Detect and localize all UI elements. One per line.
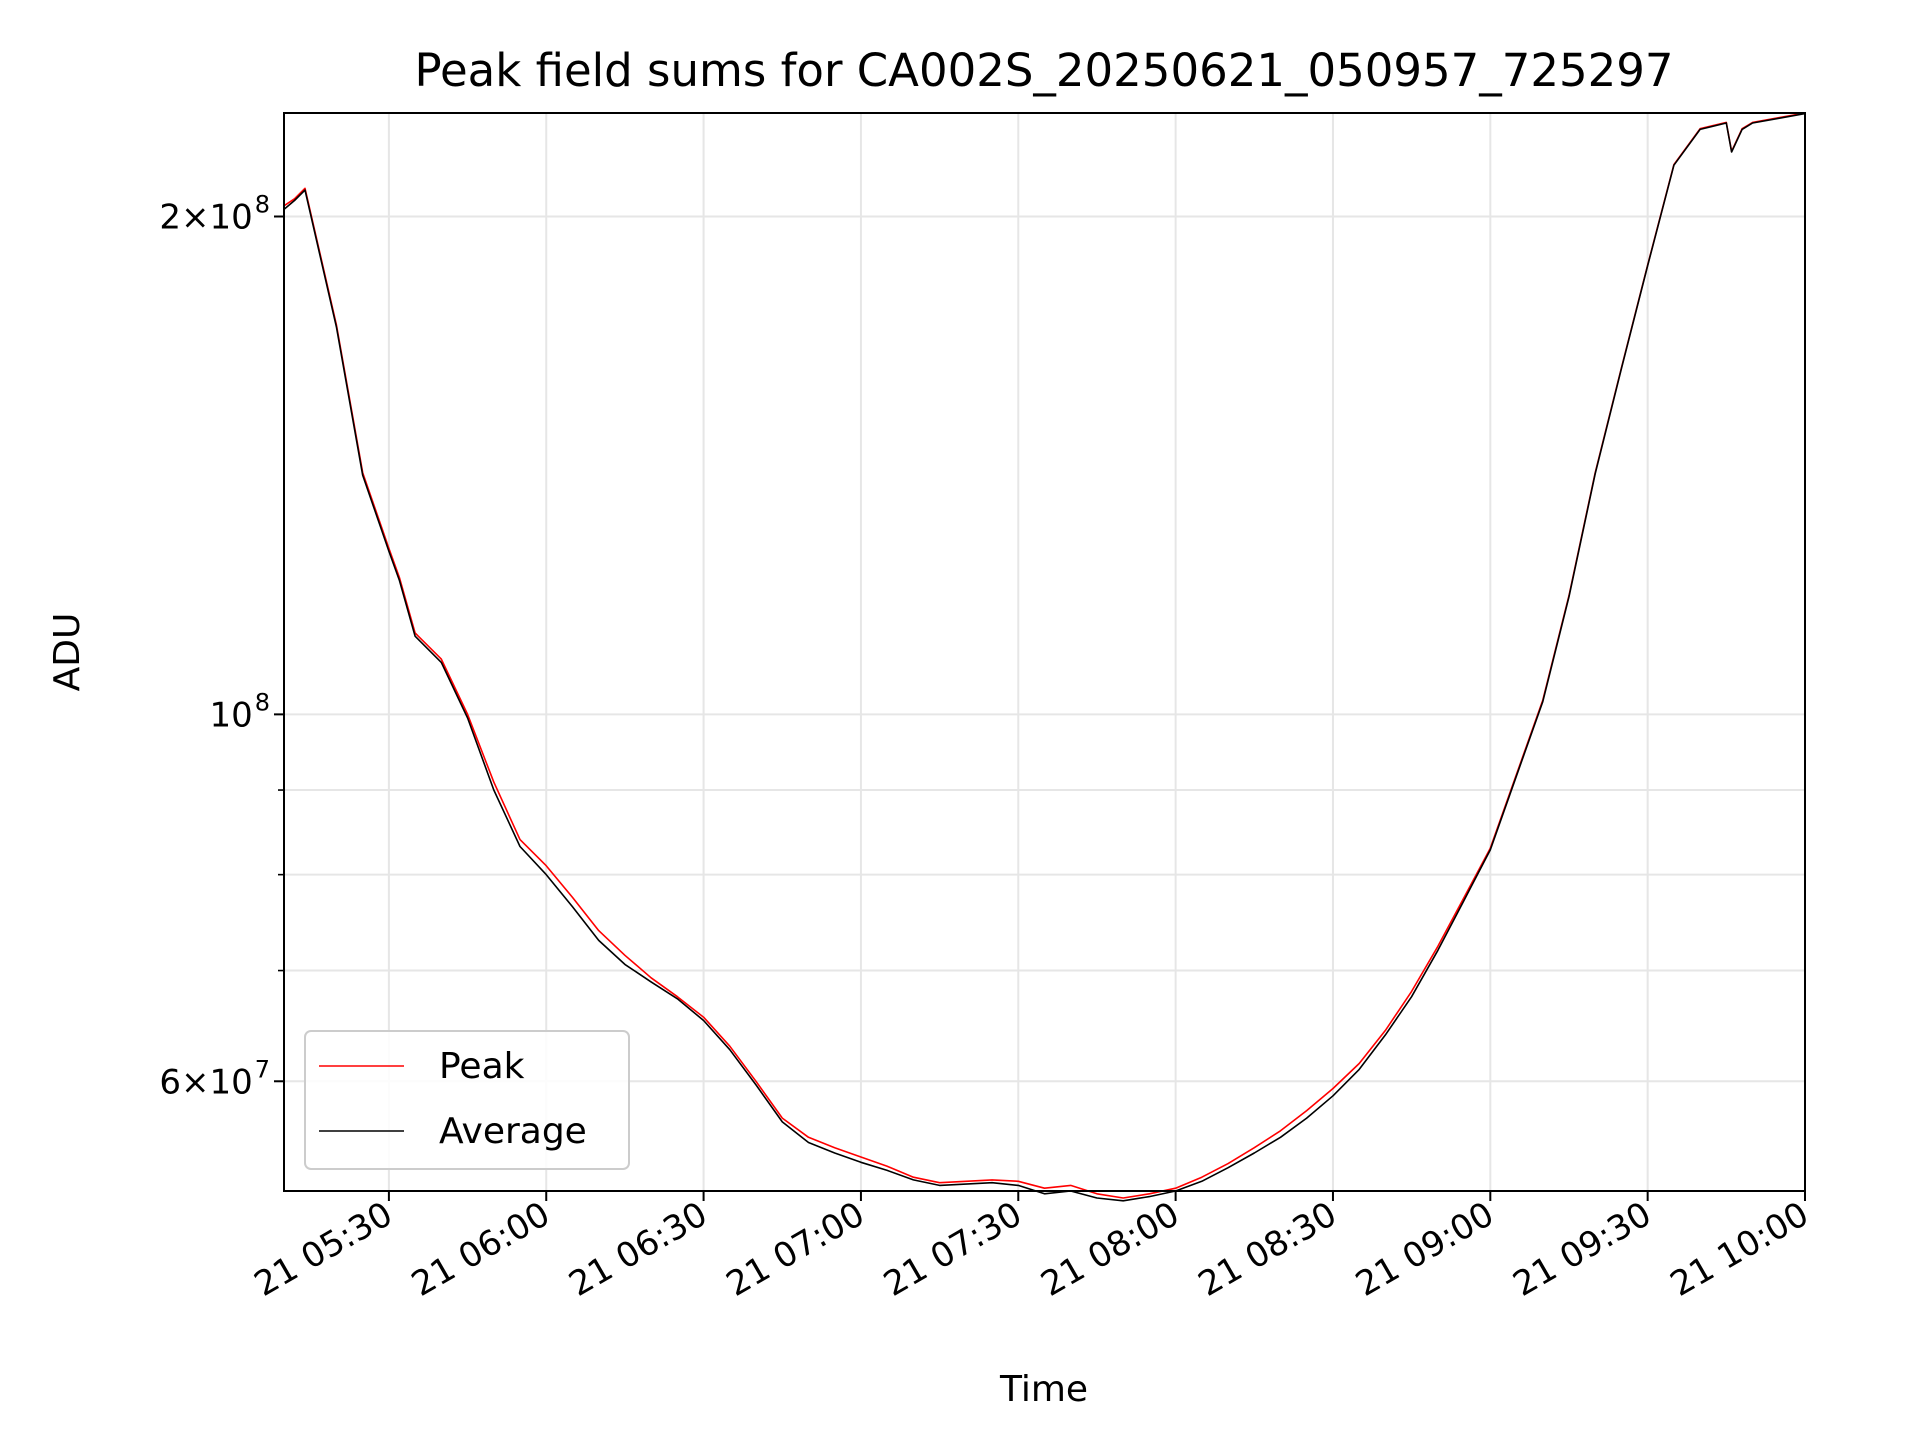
y-tick-exponent: 7 <box>255 1055 270 1083</box>
legend: Peak Average <box>304 1030 630 1170</box>
y-tick-label: 2×10 <box>159 198 252 238</box>
y-tick-label: 10 <box>209 695 252 735</box>
y-tick-label: 6×10 <box>159 1062 252 1102</box>
plot-frame <box>283 112 1806 1192</box>
chart-title: Peak field sums for CA002S_20250621_0509… <box>414 44 1673 97</box>
x-axis-label: Time <box>999 1369 1088 1410</box>
series-lines <box>283 112 1806 1202</box>
y-tick-exponent: 8 <box>255 688 270 716</box>
y-tick-exponent: 8 <box>255 191 270 219</box>
series-line-average <box>283 112 1806 1202</box>
legend-peak-label: Peak <box>439 1046 525 1087</box>
legend-average-label: Average <box>439 1111 587 1152</box>
y-axis-label: ADU <box>47 613 88 692</box>
